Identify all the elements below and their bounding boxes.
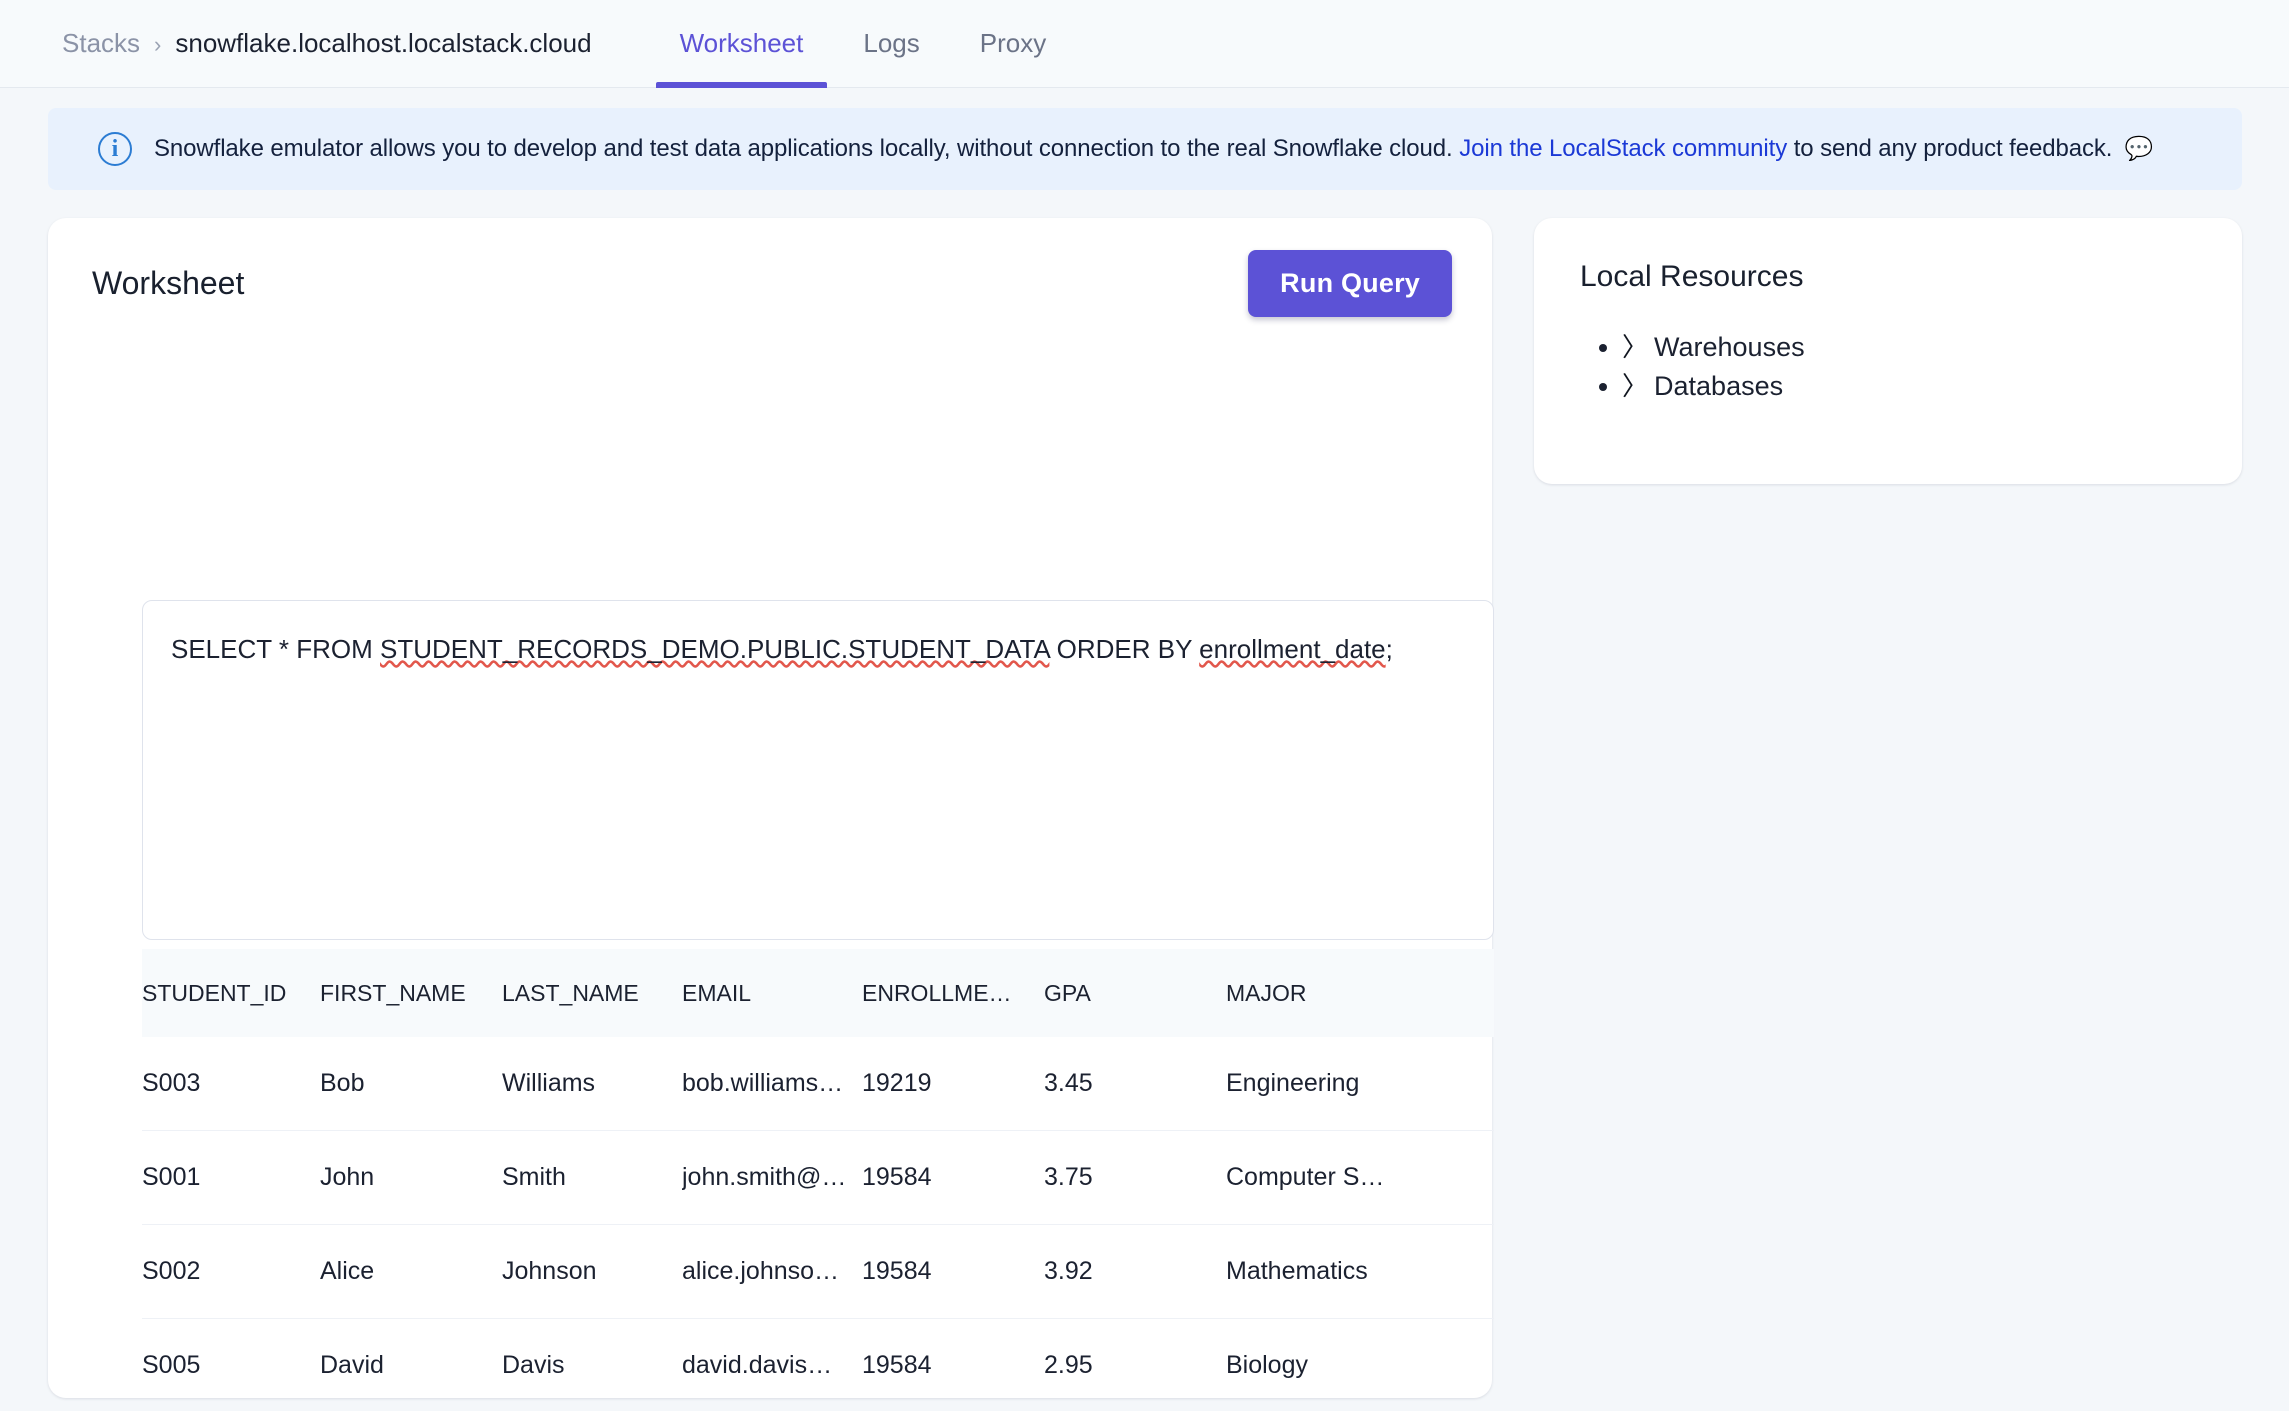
breadcrumb-current-stack: snowflake.localhost.localstack.cloud — [175, 28, 592, 58]
table-cell: Williams — [502, 1069, 596, 1097]
tab-logs[interactable]: Logs — [833, 0, 949, 88]
worksheet-card-header: Worksheet Run Query — [48, 218, 1492, 348]
table-cell: alice.johnso… — [682, 1257, 840, 1285]
table-row[interactable]: S002 Alice Johnson alice.johnso… 19584 3.92 Ma… — [142, 1225, 1494, 1319]
table-cell: S002 — [142, 1257, 201, 1285]
sql-token: ORDER BY — [1049, 634, 1200, 664]
table-cell: 19584 — [862, 1351, 932, 1379]
results-table-header-row: STUDENT_ID FIRST_NAME LAST_NAME EMAIL ENROLL… — [142, 949, 1494, 1037]
info-banner: i Snowflake emulator allows you to devel… — [48, 108, 2242, 190]
table-cell: 19219 — [862, 1069, 932, 1097]
local-resource-item[interactable]: 〉Warehouses — [1622, 328, 1805, 367]
run-query-button[interactable]: Run Query — [1248, 249, 1452, 317]
column-header[interactable]: ENROLLME… — [862, 980, 1044, 1007]
table-cell: 19584 — [862, 1257, 932, 1285]
breadcrumb-stacks-link[interactable]: Stacks — [62, 28, 141, 58]
sql-token-misspelled: enrollment_date — [1199, 634, 1386, 664]
local-resources-card: Local Resources 〉Warehouses〉Databases — [1534, 218, 2242, 484]
table-cell: john.smith@… — [682, 1163, 847, 1191]
table-cell: Smith — [502, 1163, 566, 1191]
table-cell: 19584 — [862, 1163, 932, 1191]
table-cell: 3.45 — [1044, 1069, 1093, 1097]
table-row[interactable]: S003 Bob Williams bob.williams… 19219 3.45 Eng… — [142, 1037, 1494, 1131]
column-header[interactable]: EMAIL — [682, 980, 862, 1007]
table-cell: Johnson — [502, 1257, 597, 1285]
local-resource-item[interactable]: 〉Databases — [1622, 367, 1805, 406]
worksheet-card: Worksheet Run Query SELECT * FROM STUDEN… — [48, 218, 1494, 1398]
local-resources-list: 〉Warehouses〉Databases — [1580, 328, 1805, 405]
tab-logs-label: Logs — [863, 28, 920, 58]
table-cell: david.davis… — [682, 1351, 833, 1379]
info-icon: i — [98, 132, 132, 166]
breadcrumb-separator-icon: › — [154, 32, 162, 57]
results-table-body: S003 Bob Williams bob.williams… 19219 3.45 Eng… — [142, 1037, 1494, 1411]
table-cell: Davis — [502, 1351, 565, 1379]
info-banner-text-after: to send any product feedback. — [1793, 135, 2113, 162]
table-cell: Alice — [320, 1257, 375, 1285]
sql-token: SELECT * FROM — [171, 634, 381, 664]
column-header[interactable]: MAJOR — [1226, 980, 1414, 1007]
sql-query-editor[interactable]: SELECT * FROM STUDENT_RECORDS_DEMO.PUBLI… — [142, 600, 1494, 940]
chevron-right-icon[interactable]: 〉 — [1622, 370, 1649, 401]
tab-worksheet-label: Worksheet — [679, 28, 804, 58]
breadcrumb: Stacks › snowflake.localhost.localstack.… — [62, 28, 592, 59]
sql-token-misspelled: STUDENT_RECORDS_DEMO.PUBLIC.STUDENT_DATA — [380, 634, 1050, 664]
table-cell: bob.williams… — [682, 1069, 844, 1097]
table-cell: David — [320, 1351, 384, 1379]
tab-bar: Worksheet Logs Proxy — [650, 0, 1077, 88]
table-row[interactable]: S005 David Davis david.davis… 19584 2.95 Biolo… — [142, 1319, 1494, 1411]
column-header[interactable]: GPA — [1044, 980, 1226, 1007]
local-resource-item-content: 〉Databases — [1622, 367, 1783, 405]
local-resource-item-label: Databases — [1654, 370, 1784, 401]
chevron-right-icon[interactable]: 〉 — [1622, 332, 1649, 362]
tab-proxy[interactable]: Proxy — [950, 0, 1076, 88]
column-header[interactable]: FIRST_NAME — [320, 980, 502, 1007]
table-cell: 3.75 — [1044, 1163, 1093, 1191]
page-title: Worksheet — [92, 264, 245, 301]
table-cell: S005 — [142, 1351, 201, 1379]
table-row[interactable]: S001 John Smith john.smith@… 19584 3.75 Comput… — [142, 1131, 1494, 1225]
top-navigation-bar: Stacks › snowflake.localhost.localstack.… — [0, 0, 2289, 88]
speech-bubble-icon: 💬 — [2124, 135, 2154, 161]
column-header[interactable]: STUDENT_ID — [142, 979, 287, 1006]
local-resource-item-label: Warehouses — [1654, 332, 1805, 363]
tab-worksheet[interactable]: Worksheet — [650, 0, 834, 88]
table-cell: S003 — [142, 1069, 201, 1097]
table-cell: 2.95 — [1044, 1351, 1093, 1379]
table-cell: 3.92 — [1044, 1257, 1093, 1285]
sql-token: ; — [1385, 634, 1393, 664]
table-cell: Bob — [320, 1069, 365, 1097]
table-cell: John — [320, 1163, 375, 1191]
table-cell: Biology — [1226, 1351, 1308, 1379]
local-resources-title: Local Resources — [1580, 260, 1804, 293]
join-localstack-community-link[interactable]: Join the LocalStack community — [1459, 135, 1788, 162]
table-cell: Engineering — [1226, 1069, 1360, 1097]
info-banner-text-before: Snowflake emulator allows you to develop… — [154, 135, 1453, 162]
table-cell: Computer S… — [1226, 1163, 1385, 1191]
results-table: STUDENT_ID FIRST_NAME LAST_NAME EMAIL ENROLL… — [142, 949, 1494, 1411]
info-banner-text: Snowflake emulator allows you to develop… — [154, 135, 2154, 163]
table-cell: Mathematics — [1226, 1257, 1368, 1285]
local-resource-item-content: 〉Warehouses — [1622, 328, 1805, 366]
column-header[interactable]: LAST_NAME — [502, 980, 682, 1007]
tab-proxy-label: Proxy — [979, 28, 1047, 58]
table-cell: S001 — [142, 1163, 201, 1191]
